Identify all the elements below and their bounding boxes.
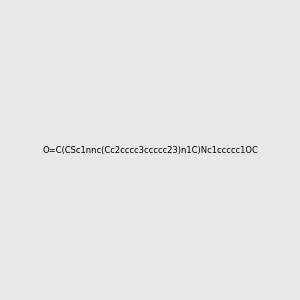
Text: O=C(CSc1nnc(Cc2cccc3ccccc23)n1C)Nc1ccccc1OC: O=C(CSc1nnc(Cc2cccc3ccccc23)n1C)Nc1ccccc… bbox=[42, 146, 258, 154]
